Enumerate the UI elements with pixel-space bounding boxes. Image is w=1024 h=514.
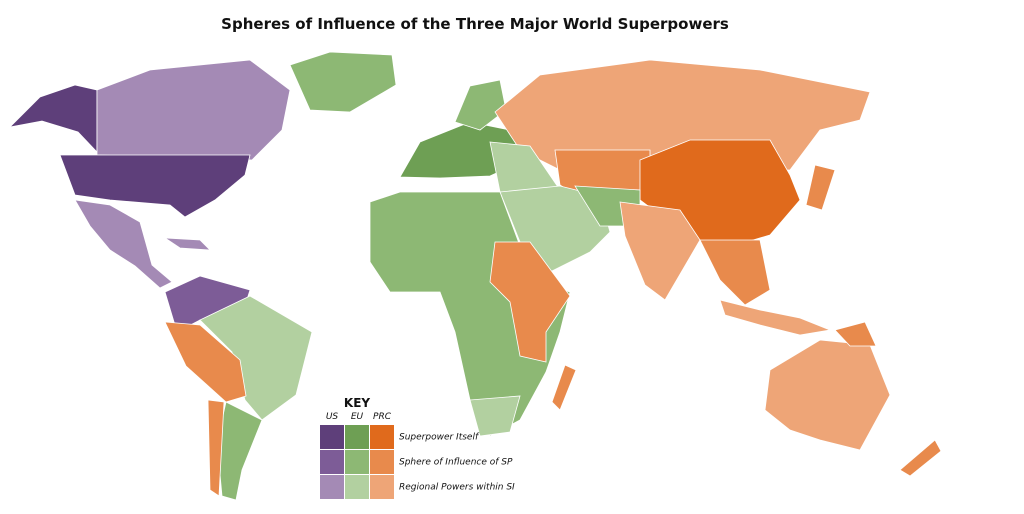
key-row-label: Regional Powers within SI <box>399 483 515 493</box>
key-swatch <box>320 450 344 474</box>
key-column-label: EU <box>351 412 364 422</box>
caribbean <box>163 237 212 251</box>
japan <box>805 164 836 211</box>
key-swatch <box>320 475 344 499</box>
new-zealand <box>899 439 942 477</box>
key-swatch <box>345 450 369 474</box>
map-title: Spheres of Influence of the Three Major … <box>221 15 729 33</box>
key-heading: KEY <box>344 396 370 410</box>
argentina <box>216 401 263 501</box>
usa <box>59 154 251 218</box>
key-column-label: PRC <box>373 412 392 422</box>
chile <box>207 399 225 497</box>
papua-new-guinea <box>834 321 877 347</box>
mexico-central-america <box>74 199 173 289</box>
australia <box>764 339 891 451</box>
peru-bolivia <box>164 321 247 403</box>
scandinavia <box>454 79 507 131</box>
east-africa <box>489 241 571 363</box>
key-row-label: Sphere of Influence of SP <box>399 458 513 468</box>
alaska <box>8 84 98 154</box>
key-column-label: US <box>326 412 339 422</box>
south-africa <box>469 395 521 437</box>
key-swatch <box>345 425 369 449</box>
key: KEY US EU PRC Superpower Itself Sphere of In… <box>320 396 515 499</box>
india <box>619 201 701 301</box>
key-swatch <box>320 425 344 449</box>
key-row-label: Superpower Itself <box>399 433 480 443</box>
landmasses <box>8 51 942 501</box>
key-swatch <box>370 425 394 449</box>
key-swatch <box>345 475 369 499</box>
key-swatch <box>370 475 394 499</box>
greenland <box>289 51 397 113</box>
key-swatch <box>370 450 394 474</box>
madagascar <box>551 364 577 411</box>
southeast-asia <box>699 239 771 306</box>
indonesia <box>719 299 832 336</box>
canada <box>96 59 291 161</box>
